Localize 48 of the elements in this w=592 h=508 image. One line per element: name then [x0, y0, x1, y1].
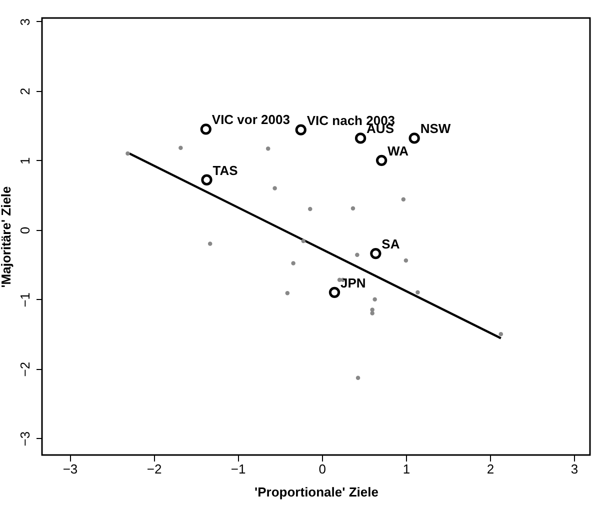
point — [370, 248, 382, 260]
annotation: SA — [382, 236, 400, 252]
y-tick-label: −1 — [18, 292, 32, 308]
y-tick-label: −2 — [18, 362, 32, 377]
point — [404, 258, 408, 263]
point — [355, 252, 360, 258]
point — [328, 286, 340, 298]
y-tick-label: 2 — [18, 88, 32, 96]
x-tick-label: −3 — [62, 462, 78, 476]
point — [350, 206, 356, 210]
point — [308, 206, 312, 212]
y-tick-label: 1 — [18, 157, 32, 165]
y-tick-label: −3 — [18, 431, 32, 446]
point — [370, 311, 374, 316]
x-tick-label: −2 — [146, 462, 162, 476]
point — [200, 124, 212, 135]
point — [301, 238, 306, 244]
point — [401, 197, 406, 202]
point — [201, 174, 212, 186]
point — [408, 132, 420, 144]
point — [266, 146, 270, 151]
x-axis-title: 'Proportionale' Ziele — [254, 484, 378, 500]
point — [356, 376, 360, 380]
point — [416, 290, 420, 295]
point — [178, 146, 183, 150]
y-tick-label: 0 — [18, 226, 32, 234]
point — [126, 151, 130, 156]
annotation: WA — [388, 143, 410, 158]
point — [272, 186, 277, 190]
point — [285, 291, 290, 296]
point — [354, 132, 366, 144]
x-tick-label: 1 — [402, 462, 410, 476]
x-tick-label: 2 — [486, 462, 494, 476]
y-axis-title: 'Majoritäre' Ziele — [0, 186, 14, 288]
point — [498, 332, 504, 336]
annotation: NSW — [420, 121, 452, 136]
x-tick-label: 3 — [570, 462, 578, 476]
x-tick-label: 0 — [318, 462, 326, 476]
annotation: JPN — [340, 275, 366, 290]
annotation: TAS — [212, 162, 238, 178]
y-tick-label: 3 — [18, 18, 32, 26]
point — [295, 124, 306, 136]
x-tick-label: −1 — [230, 462, 246, 476]
point — [376, 154, 388, 166]
point — [372, 297, 377, 302]
point — [291, 261, 296, 266]
point — [208, 242, 212, 246]
annotation: VIC vor 2003 — [212, 112, 290, 128]
